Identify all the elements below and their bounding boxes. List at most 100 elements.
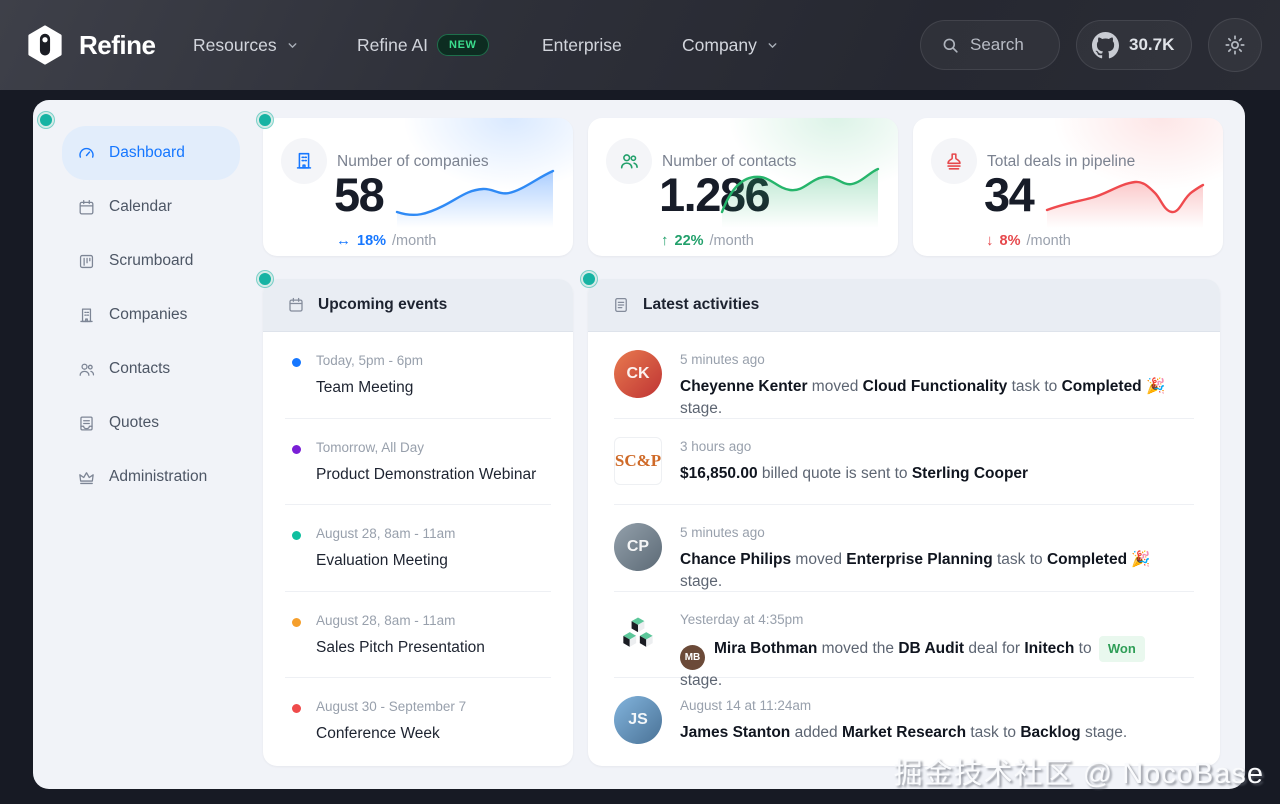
stat-card-companies: Number of companies 58 ↔ 18% /month xyxy=(263,118,573,256)
activity-text-segment: 🎉 stage. xyxy=(680,378,1166,417)
activity-text-segment: moved xyxy=(791,551,847,568)
nav-label: Refine AI xyxy=(357,34,429,55)
nav-item-company[interactable]: Company xyxy=(682,0,779,90)
activity-text-segment: Backlog xyxy=(1020,724,1081,741)
activity-row: JS August 14 at 11:24am James Stanton ad… xyxy=(614,678,1194,765)
annotation-dot[interactable] xyxy=(257,271,273,287)
activity-text: Cheyenne Kenter moved Cloud Functionalit… xyxy=(680,376,1194,420)
github-icon xyxy=(1092,31,1119,59)
card-title: Upcoming events xyxy=(318,296,448,313)
stat-title: Total deals in pipeline xyxy=(987,153,1136,170)
github-stars-button[interactable]: 30.7K xyxy=(1076,20,1192,70)
change-suffix: /month xyxy=(392,232,437,249)
event-item: Today, 5pm - 6pm Team Meeting xyxy=(285,332,551,419)
sparkline-green xyxy=(720,167,880,228)
chevron-down-icon xyxy=(766,39,779,52)
annotation-dot[interactable] xyxy=(257,112,273,128)
team-icon xyxy=(606,138,652,184)
app-panel: Dashboard Calendar Scrumboard Companies … xyxy=(33,100,1245,789)
sidebar-item-label: Dashboard xyxy=(109,144,185,161)
event-title: Team Meeting xyxy=(316,379,414,396)
nav-item-resources[interactable]: Resources xyxy=(193,0,299,90)
scp-logo: SC&P xyxy=(614,436,662,485)
event-date: Today, 5pm - 6pm xyxy=(316,353,424,368)
change-suffix: /month xyxy=(1026,232,1071,249)
sidebar-item-scrumboard[interactable]: Scrumboard xyxy=(62,234,240,288)
new-badge: NEW xyxy=(437,34,489,56)
activity-text-segment: Completed xyxy=(1061,378,1142,395)
activity-row: SC&P 3 hours ago $16,850.00 billed quote… xyxy=(614,419,1194,505)
activity-time: August 14 at 11:24am xyxy=(680,698,812,713)
sidebar-item-quotes[interactable]: Quotes xyxy=(62,396,240,450)
event-item: Tomorrow, All Day Product Demonstration … xyxy=(285,419,551,505)
activity-text-segment: Completed xyxy=(1046,551,1128,568)
activity-text-segment: Market Research xyxy=(841,724,967,741)
event-date: August 30 - September 7 xyxy=(316,699,467,714)
event-title: Conference Week xyxy=(316,725,440,742)
top-navbar: Refine Resources Refine AI NEW Enterpris… xyxy=(0,0,1280,90)
activity-text-segment: moved the xyxy=(817,639,899,657)
event-title: Evaluation Meeting xyxy=(316,552,448,569)
activity-text-segment: stage. xyxy=(1080,724,1128,741)
refine-logo[interactable]: Refine xyxy=(24,0,156,90)
activity-text-segment: deal for xyxy=(964,639,1025,657)
activity-text-segment: Sterling Cooper xyxy=(911,464,1029,482)
search-button[interactable]: Search xyxy=(920,20,1060,70)
avatar: CK xyxy=(614,350,662,398)
sidebar-item-calendar[interactable]: Calendar xyxy=(62,180,240,234)
mini-avatar: MB xyxy=(680,645,705,670)
nav-label: Enterprise xyxy=(542,34,622,55)
annotation-dot[interactable] xyxy=(38,112,54,128)
sidebar-item-companies[interactable]: Companies xyxy=(62,288,240,342)
sidebar-item-administration[interactable]: Administration xyxy=(62,450,240,504)
activity-text: MBMira Bothman moved the DB Audit deal f… xyxy=(680,635,1194,693)
stat-card-deals: Total deals in pipeline 34 ↓ 8% /month xyxy=(913,118,1223,256)
search-icon xyxy=(941,36,960,55)
sidebar-item-label: Contacts xyxy=(109,360,171,377)
change-suffix: /month xyxy=(709,232,754,249)
activity-time: 5 minutes ago xyxy=(680,352,765,367)
activity-text-segment: Won xyxy=(1098,635,1145,662)
upcoming-events-card: Upcoming events Today, 5pm - 6pm Team Me… xyxy=(263,279,573,766)
stat-value: 58 xyxy=(334,168,385,221)
search-label: Search xyxy=(970,35,1024,54)
avatar: JS xyxy=(614,696,662,744)
activity-text-segment: moved xyxy=(807,378,863,395)
activity-text: James Stanton added Market Research task… xyxy=(680,722,1127,744)
dashboard-gauge-icon xyxy=(77,144,96,163)
building-icon xyxy=(77,306,96,325)
activity-text-segment: Initech xyxy=(1024,639,1075,657)
sidebar-item-dashboard[interactable]: Dashboard xyxy=(62,126,240,180)
team-icon xyxy=(77,360,96,379)
building-icon xyxy=(281,138,327,184)
activity-text-segment: Cheyenne Kenter xyxy=(680,378,808,395)
sidebar: Dashboard Calendar Scrumboard Companies … xyxy=(33,126,263,504)
nav-item-refine-ai[interactable]: Refine AI NEW xyxy=(357,0,489,90)
activity-text-segment: James Stanton xyxy=(680,724,791,741)
stamp-icon xyxy=(931,138,977,184)
sidebar-item-contacts[interactable]: Contacts xyxy=(62,342,240,396)
activity-text-segment: Cloud Functionality xyxy=(862,378,1008,395)
event-date: August 28, 8am - 11am xyxy=(316,526,456,541)
event-color-dot xyxy=(292,358,301,367)
sidebar-item-label: Quotes xyxy=(109,414,159,431)
activity-text-segment: task to xyxy=(992,551,1047,568)
activity-text-segment: billed quote is sent to xyxy=(757,464,912,482)
change-direction-icon: ↑ xyxy=(661,232,669,249)
sparkline-red xyxy=(1045,180,1205,228)
activity-text-segment: task to xyxy=(1007,378,1062,395)
activity-text-segment: to xyxy=(1074,639,1096,657)
calendar-icon xyxy=(77,198,96,217)
avatar: CP xyxy=(614,523,662,571)
stat-change: ↓ 8% /month xyxy=(986,232,1071,249)
activity-time: Yesterday at 4:35pm xyxy=(680,611,804,627)
activity-text-segment: Chance Philips xyxy=(680,551,792,568)
activity-text-segment: Enterprise Planning xyxy=(846,551,993,568)
nav-item-enterprise[interactable]: Enterprise xyxy=(542,0,622,90)
event-item: August 28, 8am - 11am Evaluation Meeting xyxy=(285,505,551,592)
annotation-dot[interactable] xyxy=(581,271,597,287)
theme-toggle-button[interactable] xyxy=(1208,18,1262,72)
nav-label: Company xyxy=(682,34,757,55)
calendar-icon xyxy=(287,296,305,314)
change-direction-icon: ↓ xyxy=(986,232,994,249)
